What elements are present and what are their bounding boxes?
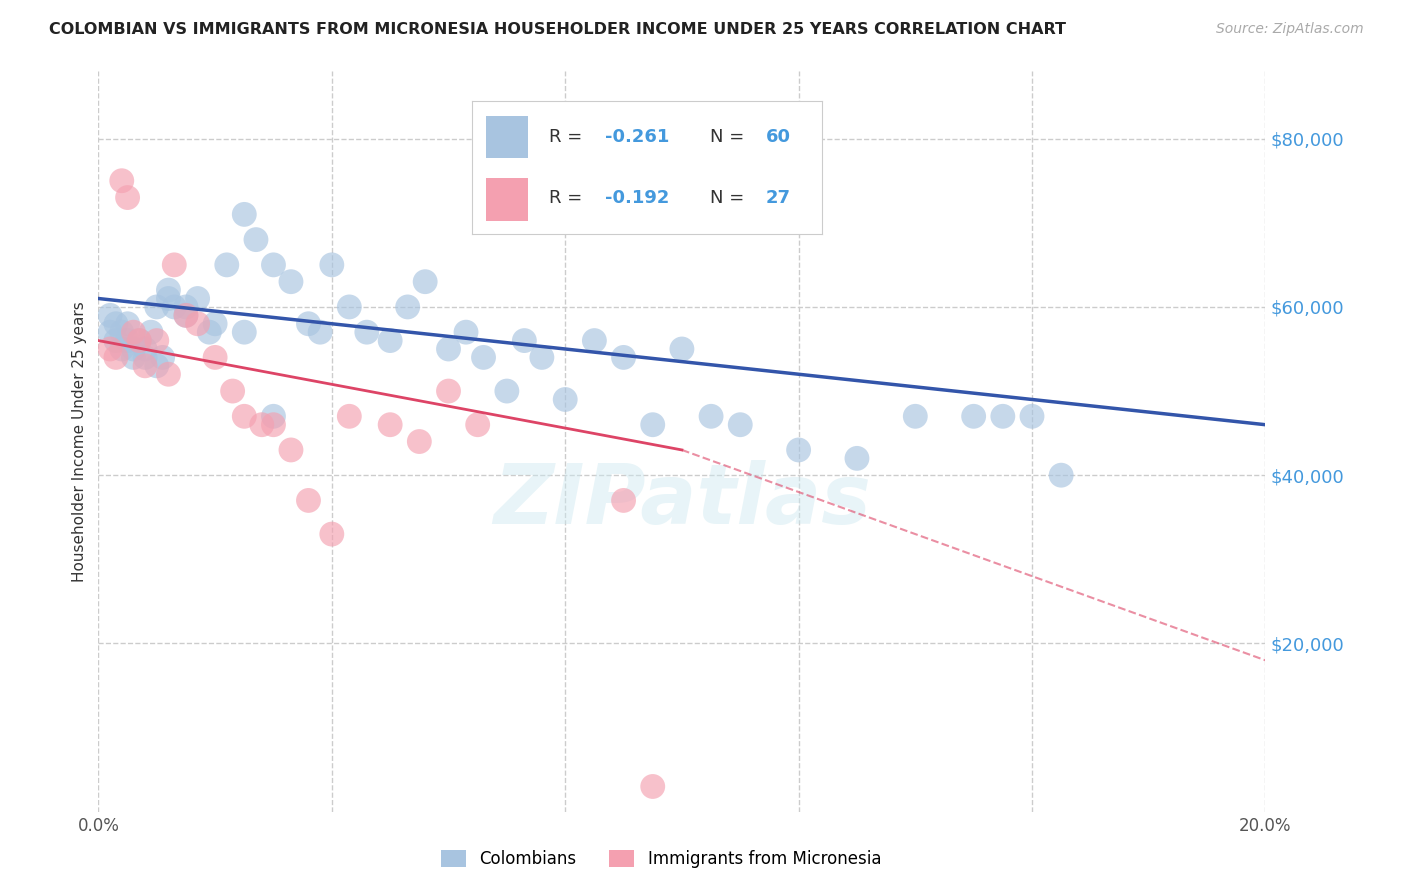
Point (297, 493, 319, 508)
Point (111, 174, 134, 188)
Point (98, 342, 121, 356)
Point (1050, 468, 1073, 483)
Point (122, 351, 145, 365)
Point (157, 368, 180, 382)
Point (280, 442, 302, 457)
Point (215, 258, 238, 272)
Point (396, 300, 419, 314)
Point (641, 780, 664, 794)
Point (122, 325, 145, 339)
Point (104, 351, 127, 365)
Point (309, 325, 332, 339)
Text: COLOMBIAN VS IMMIGRANTS FROM MICRONESIA HOUSEHOLDER INCOME UNDER 25 YEARS CORREL: COLOMBIAN VS IMMIGRANTS FROM MICRONESIA … (49, 22, 1066, 37)
Text: Source: ZipAtlas.com: Source: ZipAtlas.com (1216, 22, 1364, 37)
Point (904, 409, 927, 424)
Point (280, 275, 302, 289)
Point (152, 351, 174, 365)
Point (174, 300, 197, 314)
Point (146, 300, 169, 314)
Point (163, 258, 186, 272)
Point (111, 342, 134, 356)
Point (641, 417, 664, 432)
Point (262, 409, 284, 424)
Point (111, 325, 134, 339)
Point (157, 292, 180, 306)
Point (250, 417, 273, 432)
Point (98, 325, 121, 339)
Point (700, 409, 723, 424)
Point (846, 451, 869, 466)
Point (233, 325, 256, 339)
Point (146, 359, 169, 373)
Point (1021, 409, 1043, 424)
Point (408, 434, 430, 449)
Point (671, 342, 693, 356)
Point (337, 300, 360, 314)
Point (117, 190, 139, 204)
Point (962, 409, 984, 424)
Point (146, 334, 169, 348)
Point (134, 351, 156, 365)
Point (134, 342, 156, 356)
Point (163, 300, 186, 314)
Point (174, 309, 197, 323)
Legend: Colombians, Immigrants from Micronesia: Colombians, Immigrants from Micronesia (434, 843, 887, 875)
Point (513, 334, 536, 348)
Point (612, 351, 634, 365)
Point (530, 351, 553, 365)
Point (437, 342, 460, 356)
Point (128, 334, 150, 348)
Point (730, 417, 752, 432)
Point (204, 317, 226, 331)
Point (612, 493, 634, 508)
Point (380, 334, 402, 348)
Text: ZIPatlas: ZIPatlas (494, 460, 870, 541)
Point (233, 409, 256, 424)
Point (472, 351, 495, 365)
Point (297, 317, 319, 331)
Point (496, 384, 519, 398)
Point (128, 334, 150, 348)
Point (245, 233, 267, 247)
Y-axis label: Householder Income Under 25 years: Householder Income Under 25 years (72, 301, 87, 582)
Point (991, 409, 1014, 424)
Point (221, 384, 243, 398)
Point (583, 334, 606, 348)
Point (104, 317, 127, 331)
Point (467, 417, 489, 432)
Point (174, 309, 197, 323)
Point (262, 417, 284, 432)
Point (321, 258, 343, 272)
Point (117, 334, 139, 348)
Point (787, 442, 810, 457)
Point (198, 325, 221, 339)
Point (454, 325, 477, 339)
Point (134, 359, 156, 373)
Point (204, 351, 226, 365)
Point (233, 207, 256, 221)
Point (554, 392, 576, 407)
Point (98, 309, 121, 323)
Point (187, 292, 209, 306)
Point (321, 527, 343, 541)
Point (262, 258, 284, 272)
Point (380, 417, 402, 432)
Point (122, 342, 145, 356)
Point (413, 275, 436, 289)
Point (139, 325, 162, 339)
Point (187, 317, 209, 331)
Point (437, 384, 460, 398)
Point (104, 334, 127, 348)
Point (157, 283, 180, 297)
Point (356, 325, 378, 339)
Point (117, 317, 139, 331)
Point (337, 409, 360, 424)
